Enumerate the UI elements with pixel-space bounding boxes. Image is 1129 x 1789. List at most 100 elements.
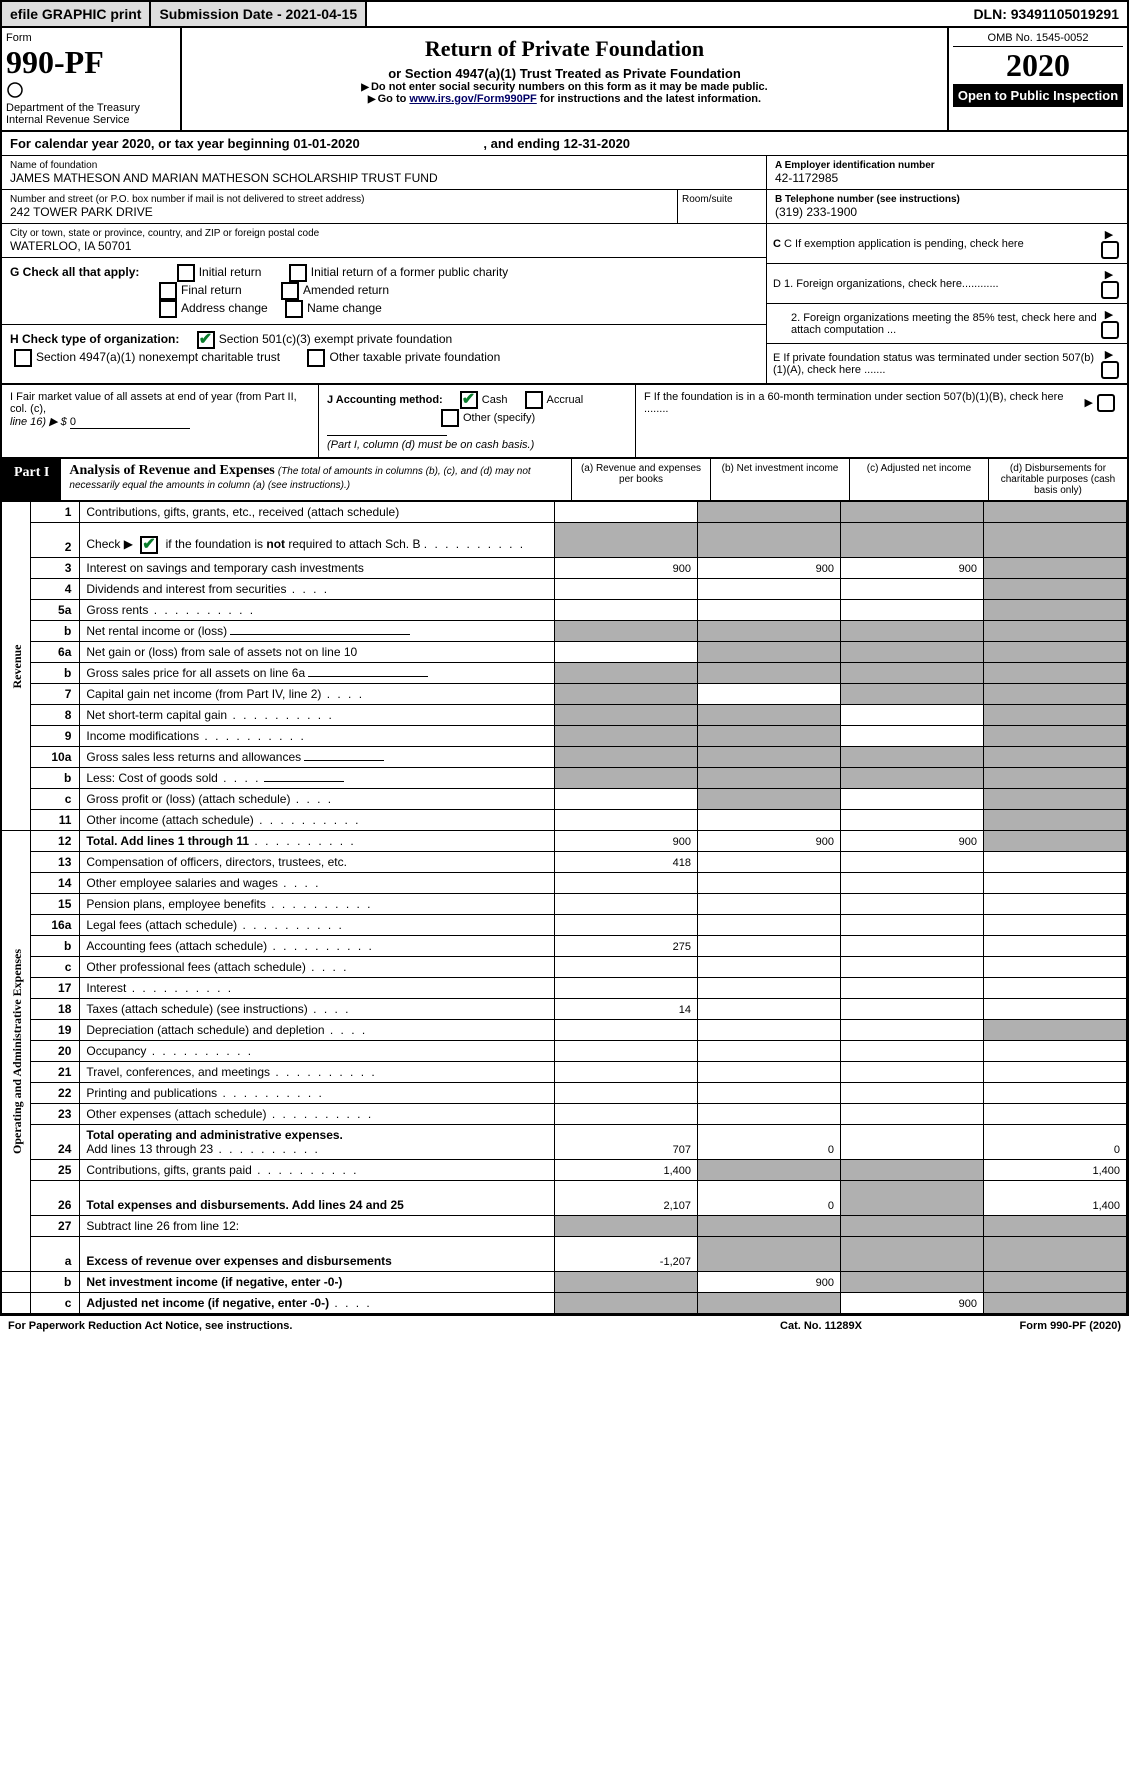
lines-table: Revenue 1Contributions, gifts, grants, e…	[2, 502, 1127, 1314]
4947-checkbox[interactable]	[14, 349, 32, 367]
e-checkbox[interactable]	[1101, 361, 1119, 379]
line-4: 4Dividends and interest from securities	[2, 579, 1127, 600]
l5a-desc: Gross rents	[80, 600, 555, 621]
room-label: Room/suite	[677, 190, 766, 223]
line-2: 2Check ▶ if the foundation is not requir…	[2, 523, 1127, 558]
l9-desc: Income modifications	[80, 726, 555, 747]
line-21: 21Travel, conferences, and meetings	[2, 1062, 1127, 1083]
section-i: I Fair market value of all assets at end…	[2, 385, 319, 457]
501c3-checkbox[interactable]	[197, 331, 215, 349]
calyear-mid: , and ending	[483, 136, 563, 151]
d1-row: D 1. Foreign organizations, check here..…	[767, 264, 1127, 304]
final-return-checkbox[interactable]	[159, 282, 177, 300]
top-bar: efile GRAPHIC print Submission Date - 20…	[2, 2, 1127, 28]
form-note2: Go to www.irs.gov/Form990PF for instruct…	[186, 93, 943, 105]
d2-row: 2. Foreign organizations meeting the 85%…	[767, 304, 1127, 344]
footer-right: Form 990-PF (2020)	[921, 1320, 1121, 1332]
efile-button[interactable]: efile GRAPHIC print	[2, 2, 151, 26]
section-f: F If the foundation is in a 60-month ter…	[636, 385, 1127, 457]
l27b-desc: Net investment income (if negative, ente…	[80, 1272, 555, 1293]
l22-desc: Printing and publications	[80, 1083, 555, 1104]
l24-b: 0	[698, 1125, 841, 1160]
h-opt2: Section 4947(a)(1) nonexempt charitable …	[36, 350, 280, 364]
f-checkbox[interactable]	[1097, 394, 1115, 412]
line-6a: 6aNet gain or (loss) from sale of assets…	[2, 642, 1127, 663]
l11-desc: Other income (attach schedule)	[80, 810, 555, 831]
line-5a: 5aGross rents	[2, 600, 1127, 621]
line-8: 8Net short-term capital gain	[2, 705, 1127, 726]
schb-checkbox[interactable]	[140, 536, 158, 554]
form-word: Form	[6, 32, 32, 44]
initial-return-checkbox[interactable]	[177, 264, 195, 282]
j-label: J Accounting method:	[327, 394, 443, 406]
line-19: 19Depreciation (attach schedule) and dep…	[2, 1020, 1127, 1041]
addr-label: Number and street (or P.O. box number if…	[10, 194, 669, 205]
l6b-desc: Gross sales price for all assets on line…	[80, 663, 555, 684]
e-text: E If private foundation status was termi…	[773, 352, 1097, 376]
other-taxable-checkbox[interactable]	[307, 349, 325, 367]
footer-mid: Cat. No. 11289X	[721, 1320, 921, 1332]
header-mid: Return of Private Foundation or Section …	[182, 28, 947, 130]
l4-desc: Dividends and interest from securities	[80, 579, 555, 600]
other-method-checkbox[interactable]	[441, 409, 459, 427]
l10b-desc: Less: Cost of goods sold	[80, 768, 555, 789]
form-subtitle: or Section 4947(a)(1) Trust Treated as P…	[186, 66, 943, 81]
l26-a: 2,107	[555, 1181, 698, 1216]
d1-checkbox[interactable]	[1101, 281, 1119, 299]
foundation-name: JAMES MATHESON AND MARIAN MATHESON SCHOL…	[10, 171, 438, 185]
calendar-year-row: For calendar year 2020, or tax year begi…	[2, 132, 1127, 156]
l12-c: 900	[841, 831, 984, 852]
line-23: 23Other expenses (attach schedule)	[2, 1104, 1127, 1125]
l12-b: 900	[698, 831, 841, 852]
l18-a: 14	[555, 999, 698, 1020]
address-change-checkbox[interactable]	[159, 300, 177, 318]
d1-text: D 1. Foreign organizations, check here..…	[773, 278, 1097, 290]
c-checkbox[interactable]	[1101, 241, 1119, 259]
l24-a: 707	[555, 1125, 698, 1160]
line-27a: aExcess of revenue over expenses and dis…	[2, 1237, 1127, 1272]
tel-label: B Telephone number (see instructions)	[775, 194, 1119, 205]
line-16a: 16aLegal fees (attach schedule)	[2, 915, 1127, 936]
form-link[interactable]: www.irs.gov/Form990PF	[409, 93, 536, 105]
d2-text: 2. Foreign organizations meeting the 85%…	[773, 312, 1097, 336]
l16b-desc: Accounting fees (attach schedule)	[80, 936, 555, 957]
l27c-desc: Adjusted net income (if negative, enter …	[80, 1293, 555, 1314]
h-opt1: Section 501(c)(3) exempt private foundat…	[219, 332, 452, 346]
dept-label: Department of the Treasury	[6, 102, 140, 114]
l15-desc: Pension plans, employee benefits	[80, 894, 555, 915]
g-label: G Check all that apply:	[10, 265, 139, 279]
initial-former-checkbox[interactable]	[289, 264, 307, 282]
accrual-checkbox[interactable]	[525, 391, 543, 409]
address-row: Number and street (or P.O. box number if…	[2, 190, 766, 224]
l10a-desc: Gross sales less returns and allowances	[80, 747, 555, 768]
section-g: G Check all that apply: Initial return I…	[2, 258, 766, 325]
form-container: efile GRAPHIC print Submission Date - 20…	[0, 0, 1129, 1316]
l18-desc: Taxes (attach schedule) (see instruction…	[80, 999, 555, 1020]
amended-return-checkbox[interactable]	[281, 282, 299, 300]
ein-cell: A Employer identification number 42-1172…	[767, 156, 1127, 190]
col-c-header: (c) Adjusted net income	[849, 459, 988, 500]
l27b-b: 900	[698, 1272, 841, 1293]
i-value: 0	[70, 416, 190, 429]
part1-title: Analysis of Revenue and Expenses	[69, 463, 274, 478]
d2-checkbox[interactable]	[1101, 321, 1119, 339]
l21-desc: Travel, conferences, and meetings	[80, 1062, 555, 1083]
other-specify-line[interactable]	[327, 435, 447, 436]
l19-desc: Depreciation (attach schedule) and deple…	[80, 1020, 555, 1041]
l10c-desc: Gross profit or (loss) (attach schedule)	[80, 789, 555, 810]
line-11: 11Other income (attach schedule)	[2, 810, 1127, 831]
h-label: H Check type of organization:	[10, 332, 179, 346]
part1-desc: Analysis of Revenue and Expenses (The to…	[61, 459, 571, 500]
form-number: 990-PF	[6, 44, 104, 80]
col-b-header: (b) Net investment income	[710, 459, 849, 500]
cash-checkbox[interactable]	[460, 391, 478, 409]
l3-b: 900	[698, 558, 841, 579]
omb-number: OMB No. 1545-0052	[953, 32, 1123, 47]
g-opt-2: Final return	[181, 283, 242, 297]
name-change-checkbox[interactable]	[285, 300, 303, 318]
col-a-header: (a) Revenue and expenses per books	[571, 459, 710, 500]
line-5b: bNet rental income or (loss)	[2, 621, 1127, 642]
footer: For Paperwork Reduction Act Notice, see …	[0, 1316, 1129, 1336]
address: 242 TOWER PARK DRIVE	[10, 205, 153, 219]
eagle-icon	[6, 81, 24, 99]
